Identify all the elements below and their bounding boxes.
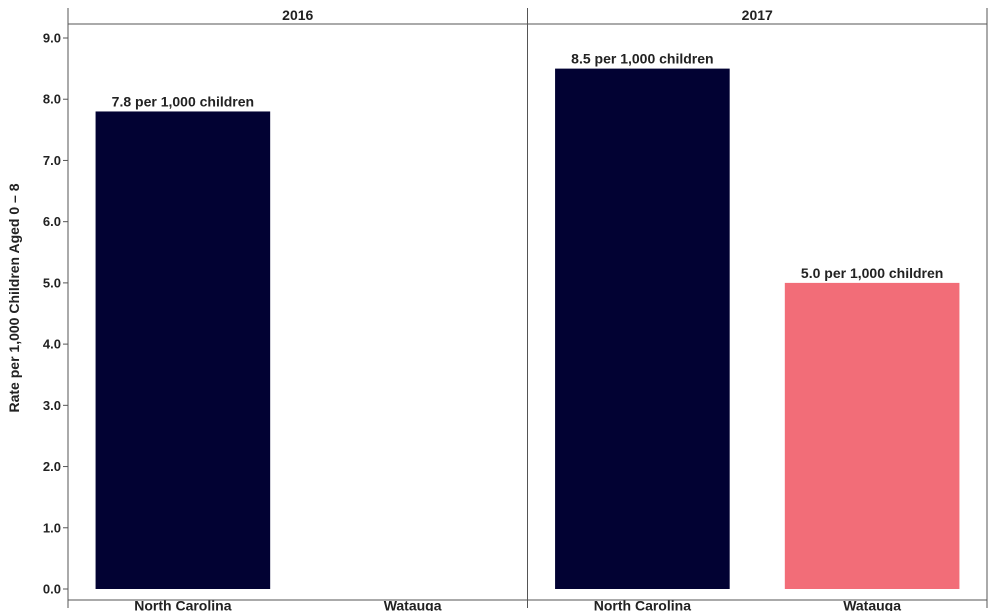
bar <box>555 68 730 590</box>
y-tick-label: 1.0 <box>43 520 61 535</box>
y-tick-label: 5.0 <box>43 275 61 290</box>
y-axis-title: Rate per 1,000 Children Aged 0 – 8 <box>6 183 22 412</box>
x-category-label: North Carolina <box>594 598 691 611</box>
bar <box>784 282 960 589</box>
bar <box>95 111 271 589</box>
panel-title: 2016 <box>282 7 313 23</box>
y-tick-label: 9.0 <box>43 31 61 46</box>
x-category-label: Watauga <box>384 598 442 611</box>
x-category-label: Watauga <box>843 598 901 611</box>
y-tick-label: 2.0 <box>43 459 61 474</box>
panel-title: 2017 <box>742 7 773 23</box>
y-tick-label: 8.0 <box>43 92 61 107</box>
y-tick-label: 6.0 <box>43 214 61 229</box>
x-category-label: North Carolina <box>134 598 231 611</box>
bar-value-label: 7.8 per 1,000 children <box>112 93 254 109</box>
y-tick-label: 0.0 <box>43 582 61 597</box>
y-tick-label: 7.0 <box>43 153 61 168</box>
y-tick-label: 3.0 <box>43 398 61 413</box>
bar-value-label: 5.0 per 1,000 children <box>801 265 943 281</box>
bar-value-label: 8.5 per 1,000 children <box>571 51 713 67</box>
y-tick-label: 4.0 <box>43 337 61 352</box>
